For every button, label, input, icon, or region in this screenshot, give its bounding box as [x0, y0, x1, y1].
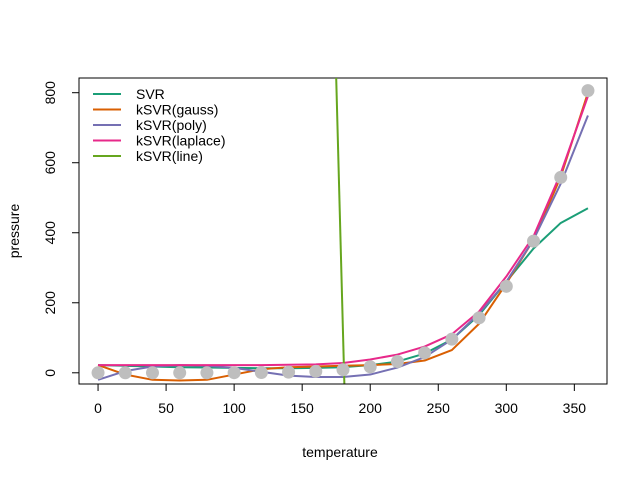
y-axis-title: pressure [6, 204, 22, 259]
data-point [581, 84, 595, 98]
x-tick-label: 0 [94, 400, 102, 416]
x-axis-title: temperature [302, 444, 378, 460]
x-tick-label: 350 [563, 400, 587, 416]
data-point [499, 279, 513, 293]
y-tick-label: 0 [42, 369, 58, 377]
data-point [282, 365, 296, 379]
points-group [91, 84, 595, 380]
data-point [472, 311, 486, 325]
x-tick-label: 100 [222, 400, 246, 416]
y-axis: 0 200 400 600 800 [42, 81, 80, 377]
data-point [254, 366, 268, 380]
series-line-ksvr-line [335, 78, 346, 384]
data-point [418, 346, 432, 360]
y-tick-label: 600 [42, 151, 58, 175]
y-tick-label: 400 [42, 221, 58, 245]
legend-label-ksvr-laplace: kSVR(laplace) [136, 133, 225, 149]
legend-label-svr: SVR [136, 86, 165, 102]
data-point [227, 366, 241, 380]
y-tick-label: 800 [42, 81, 58, 105]
y-tick-label: 200 [42, 291, 58, 315]
x-tick-label: 50 [158, 400, 174, 416]
x-axis: 0 50 100 150 200 250 300 350 [94, 383, 587, 416]
data-point [145, 366, 159, 380]
data-point [118, 366, 132, 380]
legend-label-ksvr-gauss: kSVR(gauss) [136, 102, 218, 118]
data-point [173, 366, 187, 380]
data-point [336, 363, 350, 377]
data-point [390, 355, 404, 369]
data-point [363, 360, 377, 374]
x-tick-label: 200 [359, 400, 383, 416]
data-point [554, 170, 568, 184]
x-tick-label: 250 [427, 400, 451, 416]
data-point [445, 332, 459, 346]
legend-label-ksvr-poly: kSVR(poly) [136, 117, 207, 133]
data-point [527, 234, 541, 248]
x-tick-label: 150 [290, 400, 314, 416]
data-point [91, 366, 105, 380]
x-tick-label: 300 [495, 400, 519, 416]
legend-label-ksvr-line: kSVR(line) [136, 148, 203, 164]
data-point [309, 364, 323, 378]
data-point [200, 366, 214, 380]
legend: SVRkSVR(gauss)kSVR(poly)kSVR(laplace)kSV… [93, 86, 225, 164]
